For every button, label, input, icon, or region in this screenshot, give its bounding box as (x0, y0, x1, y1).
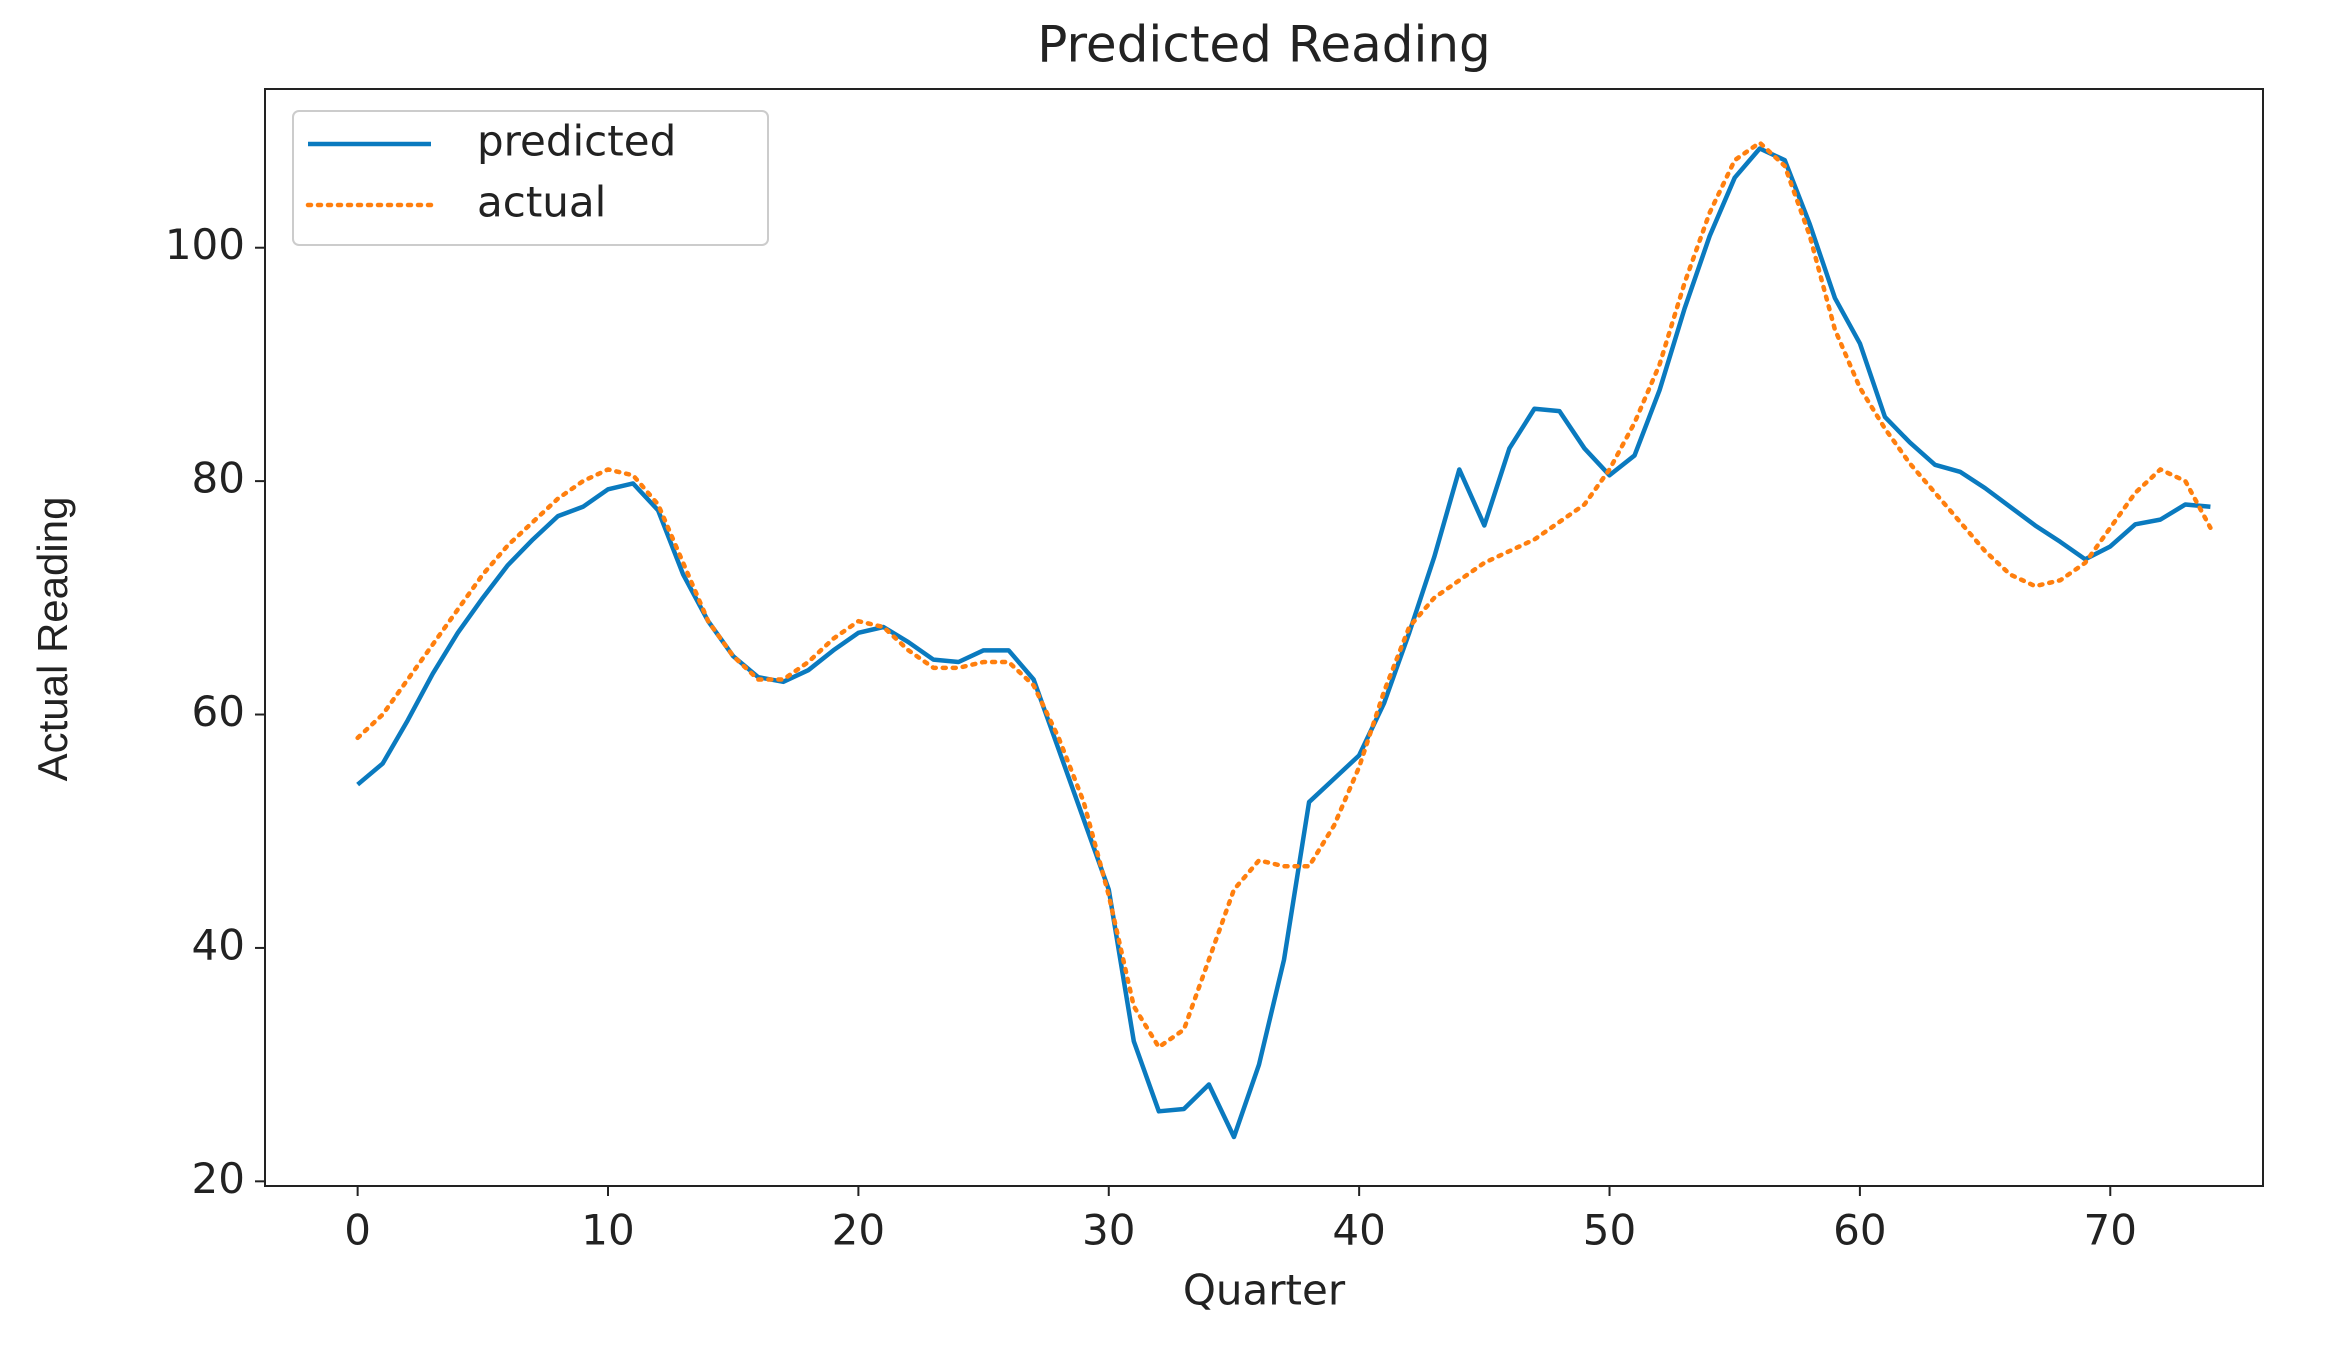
x-tick-label: 50 (1583, 1206, 1636, 1255)
legend-label: predicted (477, 117, 676, 166)
chart-title: Predicted Reading (1037, 16, 1491, 74)
y-tick-label: 40 (192, 920, 245, 969)
x-tick-label: 20 (832, 1206, 885, 1255)
x-tick-label: 40 (1332, 1206, 1385, 1255)
y-tick-label: 80 (192, 454, 245, 503)
x-tick-label: 70 (2084, 1206, 2137, 1255)
x-tick-label: 30 (1082, 1206, 1135, 1255)
y-tick-label: 60 (192, 687, 245, 736)
x-tick-label: 60 (1833, 1206, 1886, 1255)
x-tick-label: 10 (581, 1206, 634, 1255)
series-line (356, 146, 2211, 1140)
y-tick-label: 100 (165, 220, 245, 269)
series-line (355, 140, 2213, 1050)
plot-frame (264, 88, 2264, 1187)
x-tick-label: 0 (344, 1206, 371, 1255)
x-axis-label: Quarter (1183, 1266, 1346, 1315)
y-tick-label: 20 (192, 1154, 245, 1203)
legend-label: actual (477, 178, 606, 227)
y-axis-label: Actual Reading (29, 497, 76, 782)
